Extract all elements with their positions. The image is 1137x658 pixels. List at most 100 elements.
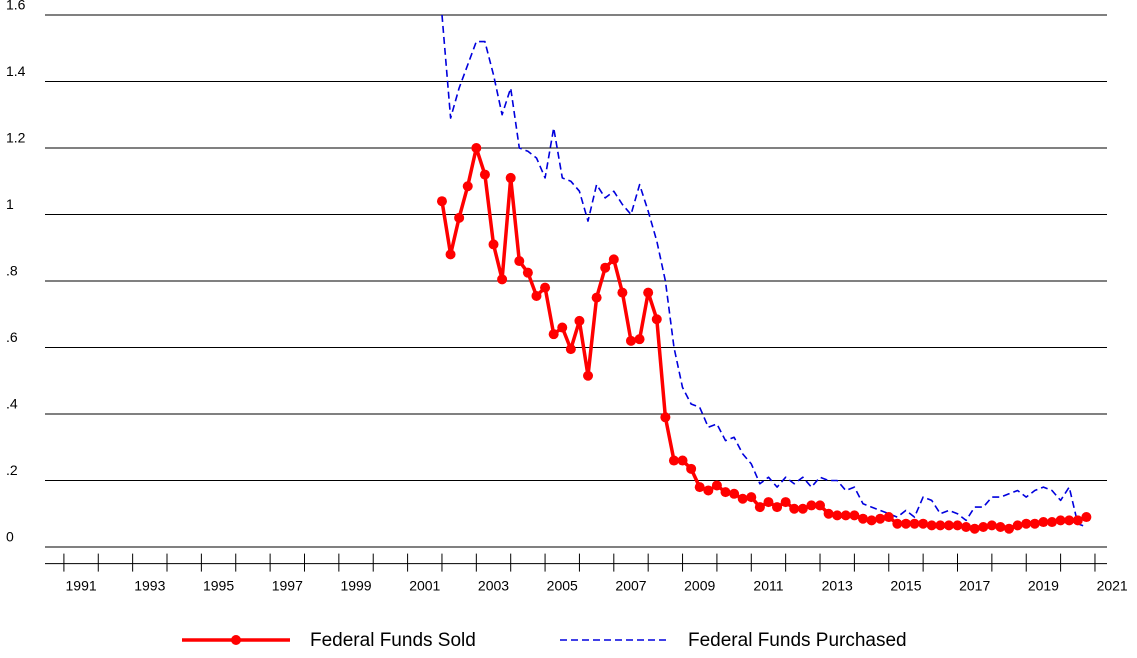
point: [625, 335, 636, 346]
point: [462, 181, 473, 192]
point: [918, 518, 929, 529]
point: [746, 492, 757, 503]
point: [849, 510, 860, 521]
point: [857, 513, 868, 524]
point: [479, 169, 490, 180]
point: [471, 142, 482, 153]
x-tick-label: 1999: [340, 577, 371, 593]
point: [514, 256, 525, 267]
x-tick-label: 2021: [1097, 577, 1128, 593]
point: [995, 522, 1006, 533]
point: [445, 249, 456, 260]
x-tick-label: 2019: [1028, 577, 1059, 593]
point: [806, 500, 817, 511]
point: [531, 290, 542, 301]
point: [668, 455, 679, 466]
y-tick-label: .4: [6, 396, 18, 412]
y-tick-label: 1.6: [6, 0, 26, 13]
point: [789, 503, 800, 514]
point: [1072, 515, 1083, 526]
point: [1038, 517, 1049, 528]
y-tick-label: .8: [6, 263, 18, 279]
point: [797, 503, 808, 514]
point: [720, 487, 731, 498]
point: [574, 315, 585, 326]
legend-label: Federal Funds Purchased: [688, 630, 907, 651]
x-tick-label: 1991: [66, 577, 97, 593]
y-tick-label: 1: [6, 196, 14, 212]
point: [815, 500, 826, 511]
point: [591, 292, 602, 303]
point: [617, 287, 628, 298]
series-line: [441, 14, 1087, 528]
point: [952, 520, 963, 531]
point: [651, 314, 662, 325]
point: [1055, 515, 1066, 526]
point: [729, 488, 740, 499]
point: [935, 520, 946, 531]
point: [754, 502, 765, 513]
point: [986, 520, 997, 531]
point: [1004, 523, 1015, 534]
x-tick-label: 1995: [203, 577, 234, 593]
point: [926, 520, 937, 531]
legend-label: Federal Funds Sold: [310, 630, 476, 651]
y-tick-label: .2: [6, 462, 18, 478]
point: [694, 482, 705, 493]
point: [1064, 515, 1075, 526]
point: [436, 196, 447, 207]
point: [900, 518, 911, 529]
point: [454, 212, 465, 223]
point: [522, 267, 533, 278]
point: [1021, 518, 1032, 529]
point: [840, 510, 851, 521]
point: [883, 512, 894, 523]
x-tick-label: 2017: [959, 577, 990, 593]
point: [909, 518, 920, 529]
y-tick-label: .6: [6, 329, 18, 345]
point: [505, 172, 516, 183]
x-tick-label: 2001: [409, 577, 440, 593]
point: [711, 480, 722, 491]
point: [969, 523, 980, 534]
point: [488, 239, 499, 250]
y-tick-label: 1.4: [6, 63, 26, 79]
point: [686, 463, 697, 474]
point: [548, 329, 559, 340]
point: [634, 334, 645, 345]
legend-marker: [231, 635, 241, 645]
point: [892, 518, 903, 529]
point: [1047, 517, 1058, 528]
x-tick-label: 2003: [478, 577, 509, 593]
x-tick-label: 2011: [753, 577, 783, 593]
x-tick-label: 2015: [890, 577, 921, 593]
point: [1081, 512, 1092, 523]
y-tick-label: 0: [6, 529, 14, 545]
point: [978, 522, 989, 533]
point: [643, 287, 654, 298]
point: [540, 282, 551, 293]
series-line: [440, 146, 1088, 531]
point: [763, 497, 774, 508]
point: [497, 274, 508, 285]
x-tick-label: 1997: [272, 577, 303, 593]
point: [677, 455, 688, 466]
point: [961, 522, 972, 533]
point: [608, 254, 619, 265]
point: [565, 344, 576, 355]
point: [703, 485, 714, 496]
x-tick-label: 2005: [547, 577, 578, 593]
point: [823, 508, 834, 519]
point: [832, 510, 843, 521]
point: [600, 262, 611, 273]
x-tick-label: 1993: [134, 577, 165, 593]
point: [772, 502, 783, 513]
point: [557, 322, 568, 333]
x-tick-label: 2007: [615, 577, 646, 593]
point: [943, 520, 954, 531]
x-tick-label: 2013: [822, 577, 853, 593]
point: [1012, 520, 1023, 531]
point: [583, 370, 594, 381]
point: [660, 412, 671, 423]
